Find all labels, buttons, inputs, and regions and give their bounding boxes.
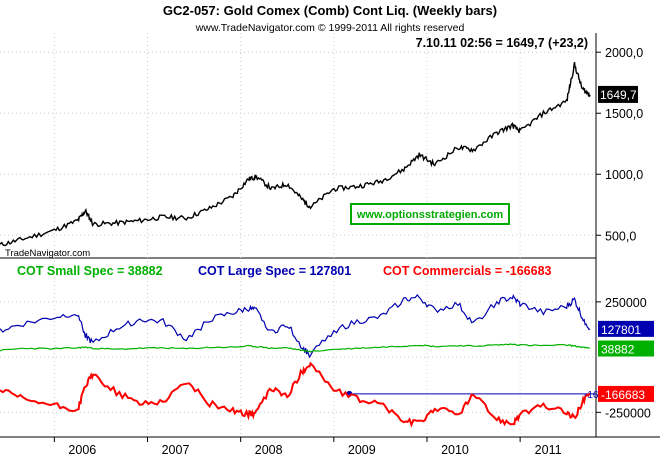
small-spec-value-badge: 38882 bbox=[598, 340, 654, 357]
date-axis: 2006 2007 2008 2009 2010 2011 bbox=[53, 437, 562, 457]
website-box: www.optionsstrategien.com bbox=[350, 203, 510, 225]
small-spec-series-line bbox=[0, 343, 591, 353]
x-tick-label: 2010 bbox=[441, 443, 469, 457]
x-tick-label: 2011 bbox=[535, 443, 562, 457]
price-tick-label: 1000,0 bbox=[605, 168, 643, 182]
last-price-label: 1649,7 bbox=[600, 88, 637, 102]
cot-value-label: 38882 bbox=[601, 343, 635, 357]
cot-value-badges: 127801 38882 -166683 bbox=[598, 320, 654, 402]
large-spec-series-line bbox=[0, 294, 591, 359]
x-tick-label: 2009 bbox=[348, 443, 376, 457]
legend-large-spec: COT Large Spec = 127801 bbox=[198, 264, 351, 278]
price-series-line bbox=[0, 61, 591, 247]
cot-y-ticks: 250000 -250000 bbox=[596, 296, 651, 420]
commercials-value-badge: -166683 bbox=[598, 385, 654, 402]
last-quote: 7.10.11 02:56 = 1649,7 (+23,2) bbox=[416, 36, 588, 50]
price-tick-label: 2000,0 bbox=[605, 46, 643, 60]
cot-legend: COT Small Spec = 38882 COT Large Spec = … bbox=[17, 264, 552, 278]
x-tick-label: 2008 bbox=[255, 443, 283, 457]
price-panel: 2000,0 1500,0 1000,0 500,0 1649,7 TradeNavi… bbox=[0, 46, 643, 259]
cot-tick-label: 250000 bbox=[605, 296, 647, 310]
x-tick-label: 2006 bbox=[68, 443, 96, 457]
legend-small-spec: COT Small Spec = 38882 bbox=[17, 264, 163, 278]
copyright-text: www.TradeNavigator.com © 1999-2011 All r… bbox=[195, 22, 465, 34]
price-y-ticks: 2000,0 1500,0 1000,0 500,0 bbox=[596, 46, 643, 243]
x-tick-label: 2007 bbox=[162, 443, 190, 457]
reference-line-label: -16 bbox=[584, 390, 599, 401]
chart-title: GC2-057: Gold Comex (Comb) Cont Liq. (We… bbox=[163, 3, 497, 18]
commercials-series-line bbox=[0, 361, 591, 428]
price-tick-label: 500,0 bbox=[605, 229, 636, 243]
cot-tick-label: -250000 bbox=[605, 406, 651, 420]
legend-commercials: COT Commercials = -166683 bbox=[383, 264, 552, 278]
website-label: www.optionsstrategien.com bbox=[356, 209, 503, 221]
watermark-text: TradeNavigator.com bbox=[5, 248, 90, 259]
cot-panel: COT Small Spec = 38882 COT Large Spec = … bbox=[0, 264, 654, 428]
large-spec-value-badge: 127801 bbox=[598, 320, 654, 337]
price-tick-label: 1500,0 bbox=[605, 107, 643, 121]
cot-value-label: -166683 bbox=[601, 388, 645, 402]
last-price-badge: 1649,7 bbox=[598, 85, 638, 103]
cot-value-label: 127801 bbox=[601, 323, 641, 337]
